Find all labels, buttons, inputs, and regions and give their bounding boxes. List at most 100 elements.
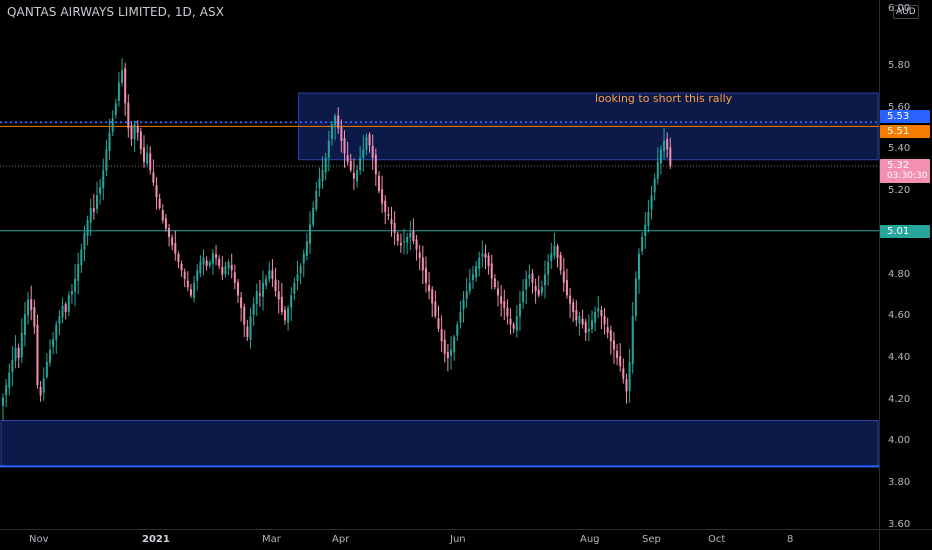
candle-body-211 bbox=[663, 140, 666, 152]
candle-body-87 bbox=[274, 279, 277, 292]
candle-body-61 bbox=[193, 282, 196, 298]
candle-body-179 bbox=[562, 271, 565, 283]
chart-title: QANTAS AIRWAYS LIMITED, 1D, ASX bbox=[7, 5, 225, 19]
candle-body-80 bbox=[252, 303, 255, 315]
candle-body-96 bbox=[302, 253, 305, 264]
candle-body-66 bbox=[208, 261, 211, 266]
price-tag-5-53: 5.53 bbox=[880, 110, 930, 124]
candle-body-169 bbox=[531, 273, 534, 283]
candle-body-165 bbox=[518, 303, 521, 317]
candle-body-74 bbox=[233, 272, 236, 283]
x-tick-label: 8 bbox=[787, 534, 794, 545]
candle-body-146 bbox=[459, 312, 462, 323]
candle-body-212 bbox=[666, 139, 669, 150]
candle-body-210 bbox=[659, 149, 662, 164]
candle-body-81 bbox=[255, 291, 258, 305]
candle-body-201 bbox=[631, 316, 634, 365]
candle-body-57 bbox=[180, 263, 183, 271]
candle-body-10 bbox=[33, 307, 36, 327]
candle-body-85 bbox=[268, 270, 271, 280]
candle-body-128 bbox=[403, 241, 406, 243]
candle-body-183 bbox=[575, 309, 578, 321]
candle-body-185 bbox=[581, 318, 584, 325]
candle-body-78 bbox=[246, 326, 249, 338]
candle-body-139 bbox=[437, 318, 440, 329]
candle-body-126 bbox=[396, 233, 399, 242]
y-tick-label: 5.80 bbox=[888, 59, 911, 71]
candle-body-64 bbox=[202, 257, 205, 265]
candle-body-15 bbox=[48, 349, 51, 363]
last-price-tag: 5.32 03:30:30 bbox=[880, 159, 930, 184]
candle-body-203 bbox=[637, 253, 640, 280]
candle-body-79 bbox=[249, 316, 252, 340]
candle-body-176 bbox=[553, 245, 556, 256]
candle-body-106 bbox=[334, 115, 337, 126]
candle-body-41 bbox=[130, 125, 133, 139]
candle-body-8 bbox=[27, 299, 30, 316]
candle-body-178 bbox=[559, 254, 562, 271]
candle-body-189 bbox=[594, 312, 597, 323]
candle-body-143 bbox=[450, 349, 453, 356]
candle-body-93 bbox=[293, 282, 296, 294]
candle-body-71 bbox=[224, 266, 227, 275]
candle-body-52 bbox=[164, 218, 167, 229]
candle-body-134 bbox=[421, 257, 424, 271]
candle-body-192 bbox=[603, 315, 606, 325]
candle-body-188 bbox=[591, 320, 594, 330]
candle-body-107 bbox=[337, 115, 340, 129]
candle-body-168 bbox=[528, 274, 531, 279]
candle-body-54 bbox=[171, 237, 174, 246]
candle-body-104 bbox=[327, 140, 330, 158]
bar-countdown: 03:30:30 bbox=[887, 171, 928, 182]
candle-body-70 bbox=[221, 266, 224, 275]
y-tick-label: 5.20 bbox=[888, 185, 911, 197]
candle-body-59 bbox=[186, 280, 189, 288]
candle-body-213 bbox=[669, 147, 672, 167]
candle-body-30 bbox=[95, 195, 98, 209]
x-tick-label: 2021 bbox=[142, 534, 170, 545]
candle-body-53 bbox=[168, 228, 171, 237]
candle-body-131 bbox=[412, 230, 415, 242]
candle-body-200 bbox=[628, 362, 631, 391]
candle-body-193 bbox=[606, 327, 609, 333]
candle-body-111 bbox=[349, 160, 352, 171]
candle-body-99 bbox=[312, 207, 315, 225]
candle-body-195 bbox=[612, 340, 615, 350]
candle-body-112 bbox=[352, 173, 355, 179]
price-tag-5-01: 5.01 bbox=[880, 224, 930, 238]
candle-body-114 bbox=[359, 157, 362, 171]
candle-body-124 bbox=[390, 219, 393, 225]
candle-body-181 bbox=[569, 295, 572, 304]
candle-body-50 bbox=[158, 198, 161, 208]
candle-body-116 bbox=[365, 136, 368, 150]
candle-body-136 bbox=[428, 285, 431, 292]
currency-badge[interactable]: AUD bbox=[893, 5, 919, 19]
candle-body-12 bbox=[39, 387, 42, 396]
candle-body-130 bbox=[409, 232, 412, 238]
candle-body-20 bbox=[64, 304, 67, 313]
candle-body-199 bbox=[625, 379, 628, 392]
candle-body-109 bbox=[343, 138, 346, 154]
candle-body-132 bbox=[415, 239, 418, 250]
candle-body-174 bbox=[547, 261, 550, 275]
y-tick-label: 4.40 bbox=[888, 351, 911, 363]
candle-body-76 bbox=[240, 297, 243, 308]
candle-body-65 bbox=[205, 260, 208, 267]
candle-body-94 bbox=[296, 274, 299, 282]
candle-body-62 bbox=[196, 270, 199, 281]
candle-body-27 bbox=[86, 220, 89, 236]
candle-body-91 bbox=[287, 307, 290, 323]
candle-body-44 bbox=[139, 131, 142, 150]
candle-body-69 bbox=[218, 258, 221, 267]
candle-body-25 bbox=[80, 249, 83, 266]
candle-body-105 bbox=[330, 124, 333, 139]
candle-body-29 bbox=[92, 208, 95, 212]
candle-body-32 bbox=[102, 170, 105, 189]
candle-body-166 bbox=[522, 291, 525, 303]
candle-body-153 bbox=[481, 253, 484, 257]
candle-body-51 bbox=[161, 210, 164, 221]
candle-body-100 bbox=[315, 191, 318, 210]
candle-body-157 bbox=[493, 278, 496, 288]
candle-body-156 bbox=[490, 263, 493, 279]
